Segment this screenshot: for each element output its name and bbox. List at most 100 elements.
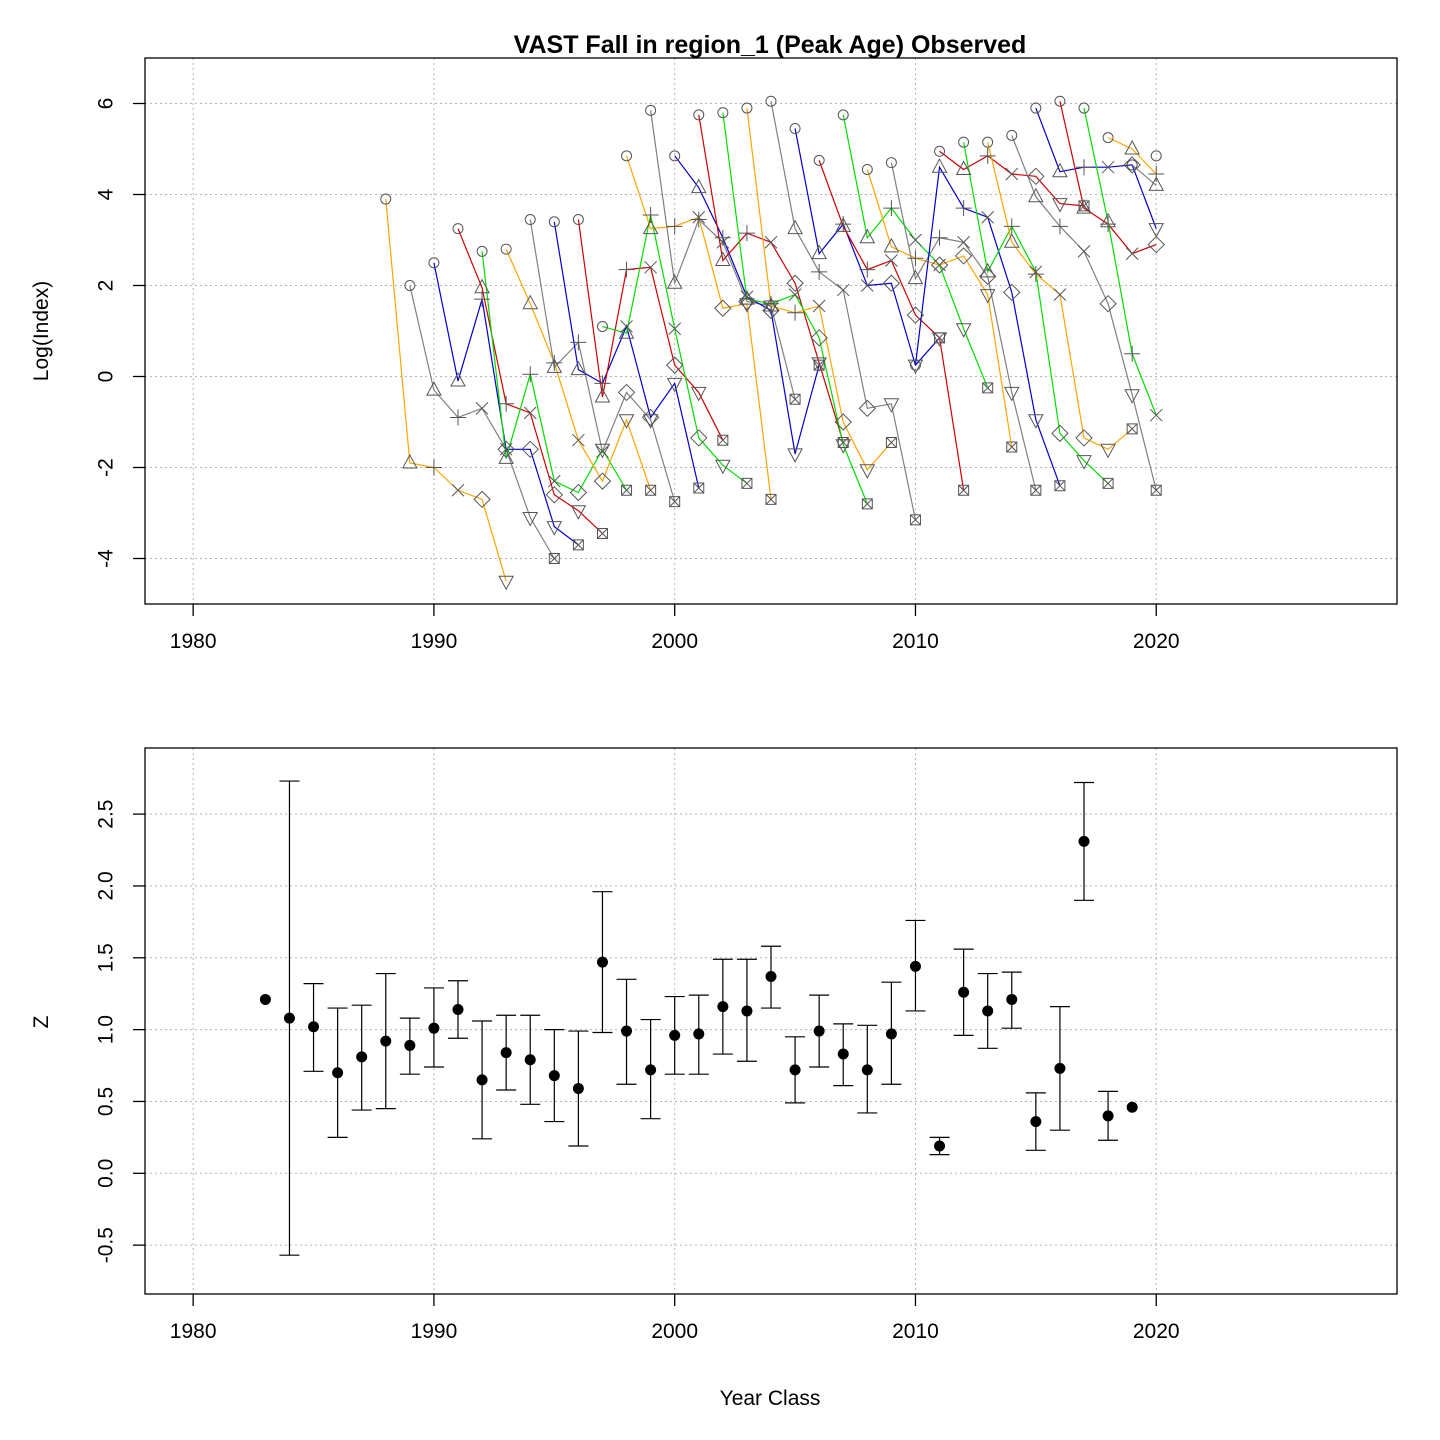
diamond-marker [545, 486, 564, 504]
plus-marker [425, 459, 442, 476]
triangle-up-marker [522, 294, 539, 310]
x-marker [981, 210, 995, 224]
boxed-x-marker [861, 498, 873, 510]
z-point [283, 1012, 295, 1024]
plus-marker [666, 218, 683, 235]
z-point [837, 1048, 849, 1060]
triangle-up-marker [811, 244, 827, 260]
triangle-down-marker [931, 332, 948, 347]
bot-x-tick-label: 2020 [1133, 1320, 1180, 1343]
boxed-x-marker [717, 434, 729, 446]
plus-marker [787, 304, 804, 321]
circle-marker [621, 150, 633, 162]
z-point [332, 1067, 344, 1079]
z-point [1126, 1101, 1138, 1113]
cohort-line-0 [385, 198, 507, 582]
z-point [476, 1074, 488, 1086]
boxed-x-marker [1054, 480, 1066, 492]
x-marker [620, 320, 633, 333]
triangle-up-marker [594, 387, 611, 403]
bot-x-tick-label: 1980 [170, 1320, 217, 1343]
bot-x-tick-label: 2010 [892, 1320, 939, 1343]
plus-marker [931, 229, 948, 246]
boxed-x-marker [741, 477, 753, 489]
bottom-plot-frame [144, 747, 1398, 1295]
circle-marker [1054, 95, 1066, 107]
x-marker [788, 288, 802, 301]
diamond-marker [810, 329, 828, 347]
triangle-up-marker [498, 449, 514, 464]
triangle-up-marker [642, 219, 659, 235]
cohort-line-8 [577, 219, 724, 441]
top-y-tick-label: 0 [95, 371, 118, 383]
z-point [765, 970, 777, 982]
triangle-up-marker [715, 251, 731, 266]
boxed-x-marker [596, 527, 608, 539]
cohort-line-13 [698, 114, 844, 443]
triangle-up-marker [787, 219, 803, 235]
circle-marker [813, 154, 825, 166]
top-y-tick-label: 2 [95, 280, 118, 292]
top-y-tick-label: -4 [95, 549, 118, 568]
x-marker [836, 283, 850, 297]
z-point [380, 1035, 392, 1047]
plus-marker [714, 229, 731, 246]
boxed-x-marker [1030, 484, 1042, 496]
x-marker [812, 299, 826, 313]
triangle-up-marker [426, 381, 442, 396]
triangle-down-marker [1100, 443, 1116, 459]
diamond-marker [930, 256, 949, 274]
z-point [934, 1140, 946, 1152]
chart-title: VAST Fall in region_1 (Peak Age) Observe… [514, 31, 1027, 59]
bottom-gridlines [145, 748, 1397, 1294]
top-x-tick-label: 2010 [892, 630, 939, 653]
bot-x-tick-label: 1990 [411, 1320, 458, 1343]
circle-marker [380, 193, 392, 205]
diamond-marker [1075, 429, 1093, 447]
diamond-marker [906, 306, 925, 324]
circle-marker [885, 157, 897, 169]
z-point [548, 1070, 560, 1082]
triangle-up-marker [1003, 233, 1020, 248]
x-marker [1125, 247, 1139, 261]
plus-marker [474, 291, 491, 308]
plus-marker [955, 200, 972, 217]
z-point [861, 1064, 873, 1076]
boxed-x-marker [885, 436, 897, 448]
triangle-up-marker [763, 296, 779, 312]
triangle-down-marker [955, 323, 972, 338]
diamond-marker [954, 247, 973, 265]
bottom-x-axis-label: Year Class [720, 1387, 821, 1410]
triangle-down-marker [498, 575, 514, 591]
circle-marker [741, 102, 753, 114]
boxed-x-marker [572, 539, 584, 551]
plus-marker [907, 250, 924, 267]
boxed-x-marker [645, 484, 657, 496]
z-point [596, 956, 608, 968]
circle-marker [1030, 102, 1042, 114]
top-y-tick-label: 4 [95, 188, 118, 200]
triangle-down-marker [883, 398, 900, 413]
z-point [500, 1047, 512, 1059]
x-marker [1149, 408, 1163, 422]
x-marker [933, 258, 946, 272]
diamond-marker [593, 472, 612, 490]
circle-marker [837, 109, 849, 121]
cohort-line-23 [939, 150, 1085, 207]
diamond-marker [858, 399, 877, 418]
circle-marker [1126, 159, 1138, 171]
boxed-x-marker [765, 493, 777, 505]
top-gridlines [145, 58, 1397, 604]
plus-marker [450, 409, 466, 426]
triangle-down-marker [642, 414, 659, 429]
bottom-y-axis-label: Z [30, 1015, 53, 1028]
triangle-up-marker [1124, 139, 1140, 155]
top-x-tick-label: 1980 [170, 630, 217, 653]
x-marker [572, 433, 585, 447]
circle-marker [958, 136, 970, 148]
circle-marker [428, 257, 440, 269]
diamond-marker [617, 383, 636, 402]
x-marker [957, 235, 970, 249]
triangle-up-marker [835, 217, 852, 232]
